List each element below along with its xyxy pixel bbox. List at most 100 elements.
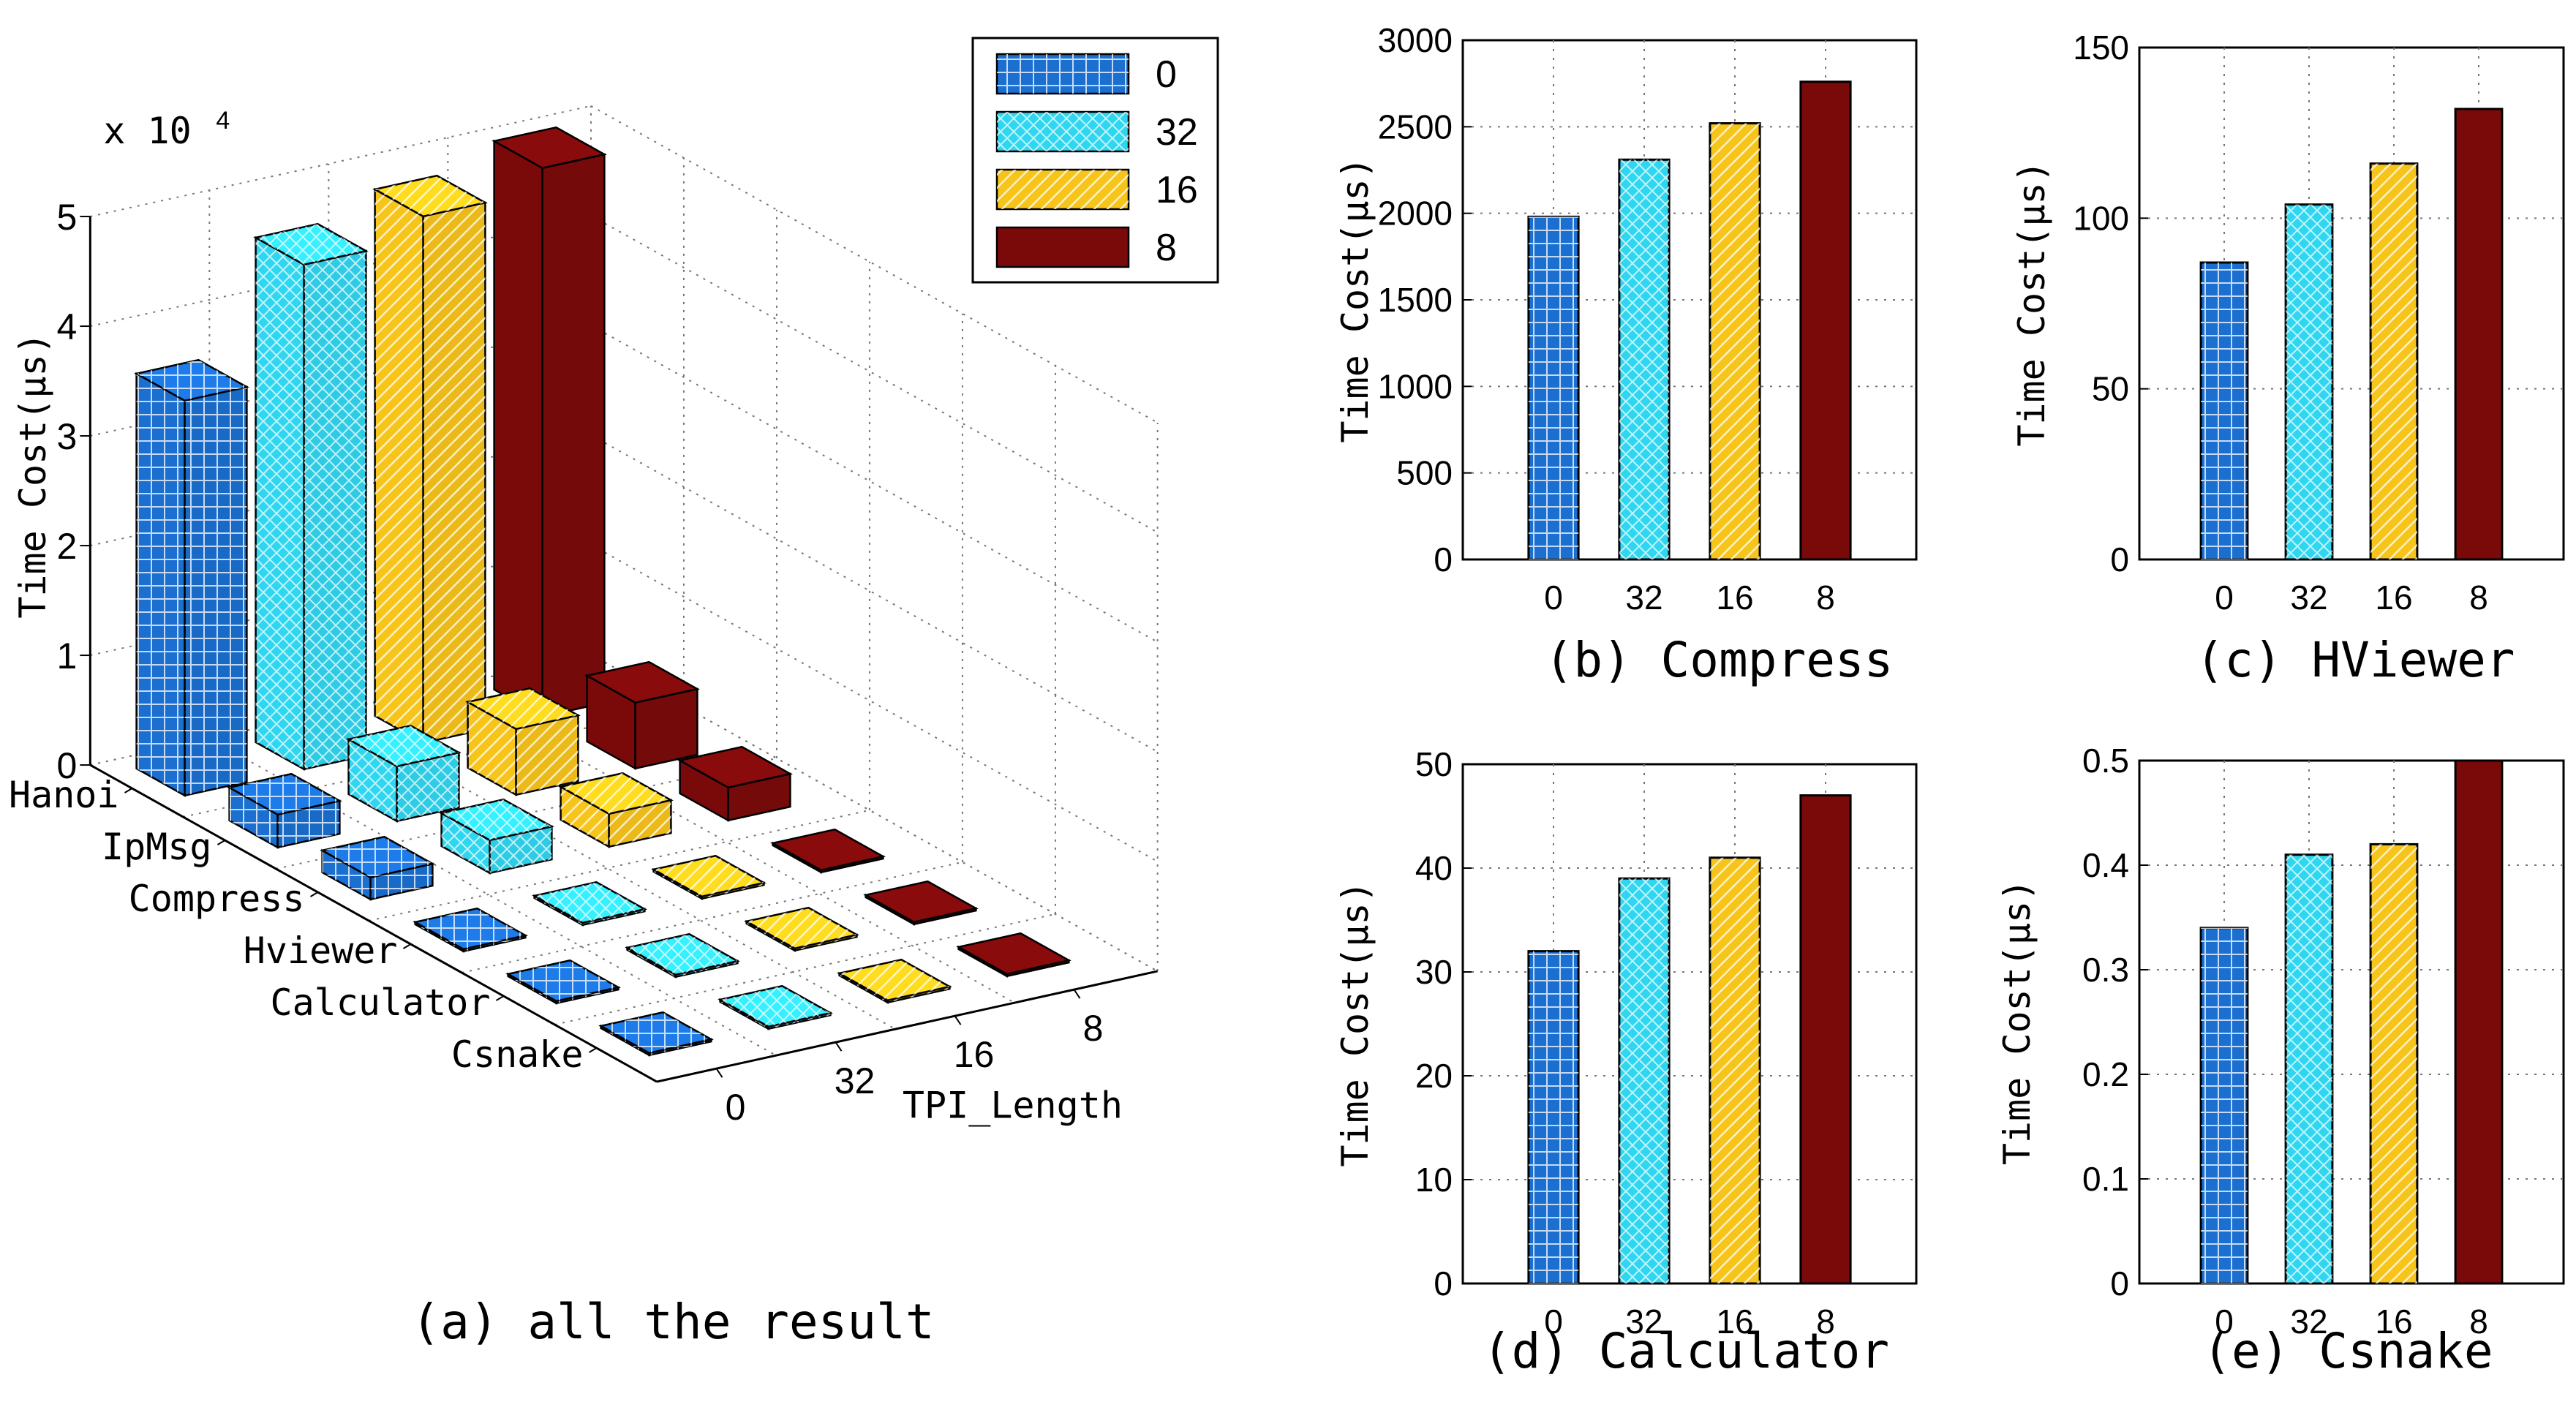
bar-pattern-16 — [1709, 123, 1760, 560]
bar3d-calculator-32 — [625, 932, 740, 979]
app-tick-label: Compress — [129, 878, 305, 920]
z-axis-label: Time Cost(μs) — [12, 332, 54, 618]
bar-pattern-32 — [2286, 854, 2332, 1283]
bar3d-hanoi-32 — [253, 222, 369, 771]
bar-pattern-0 — [2201, 927, 2248, 1283]
bar3d-front-pattern — [609, 800, 671, 847]
legend-swatch-pattern — [997, 170, 1129, 209]
bar-pattern-16 — [1709, 857, 1760, 1283]
side-wall-gridline — [590, 324, 1159, 643]
bar3d-top-pattern — [136, 360, 247, 401]
panel-caption: (e) Csnake — [2202, 1323, 2493, 1379]
bar3d-top-face — [677, 745, 793, 789]
x-tick-label: 32 — [1625, 1302, 1662, 1341]
bar3d-csnake-32 — [718, 984, 833, 1030]
bar3d-csnake-16 — [837, 958, 952, 1004]
bar-pattern-0 — [1528, 951, 1579, 1283]
tpi-tick-label: 32 — [835, 1060, 875, 1101]
app-tick — [588, 1047, 598, 1053]
bar-pattern-32 — [2286, 204, 2332, 559]
tpi-tick — [835, 1041, 843, 1052]
bar3d-left-pattern — [560, 786, 609, 847]
legend-entry-0: 0 — [995, 53, 1177, 96]
bar3d-ipmsg-8 — [584, 660, 700, 770]
bar3d-top-pattern — [374, 176, 486, 216]
y-tick-label: 100 — [2073, 199, 2129, 237]
side-wall-gridline — [590, 434, 1159, 753]
panel-a-bars — [134, 126, 1072, 1057]
bar-pattern-32 — [1619, 878, 1670, 1283]
app-axis-line — [89, 764, 658, 1083]
bar3d-left-pattern — [136, 373, 185, 796]
bar3d-top-face — [956, 932, 1072, 976]
x-tick-label: 0 — [1544, 578, 1563, 617]
x-tick-label: 8 — [2469, 578, 2488, 617]
panel-caption: (a) all the result — [411, 1294, 934, 1350]
bar3d-top-pattern — [441, 799, 552, 840]
y-tick-label: 0.2 — [2082, 1055, 2129, 1093]
bar3d-calculator-0 — [505, 959, 621, 1005]
bar3d-compress-32 — [439, 798, 554, 875]
app-tick — [402, 943, 412, 949]
bar3d-top-pattern — [560, 773, 671, 814]
panel-caption: (c) HViewer — [2195, 632, 2515, 688]
bar3d-front-pattern — [277, 801, 340, 848]
legend-label: 16 — [1156, 169, 1198, 211]
bar3d-calculator-8 — [863, 880, 979, 926]
legend-entry-32: 32 — [995, 110, 1198, 154]
x-tick-label: 32 — [1625, 578, 1662, 617]
y-tick-label: 0.3 — [2082, 951, 2129, 989]
bar3d-front-pattern — [304, 251, 366, 769]
back-wall-gridline — [90, 105, 592, 218]
y-tick-label: 0 — [1434, 540, 1453, 578]
side-wall-gridline — [590, 105, 1159, 423]
bar3d-front-pattern — [370, 864, 433, 900]
panel-b-compress-chart: 0 500 1000 1500 2000 2500 3000 0 32 16 8 Time Cost(… — [1334, 21, 1918, 688]
z-tick-label: 0 — [57, 745, 78, 786]
y-tick-label: 1000 — [1378, 367, 1453, 405]
x-tick-label: 16 — [1716, 578, 1753, 617]
y-tick-label: 40 — [1415, 849, 1453, 887]
x-tick-label: 8 — [2469, 1302, 2488, 1341]
y-tick-label: 2500 — [1378, 108, 1453, 146]
z-tick-label: 2 — [57, 526, 78, 567]
y-axis-label: Time Cost(μs) — [1334, 881, 1376, 1166]
bar3d-hviewer-8 — [770, 828, 886, 874]
floor-gridline — [462, 861, 963, 974]
floor-gridline — [328, 712, 896, 1030]
side-wall-gridline — [590, 214, 1159, 533]
bar3d-hanoi-0 — [134, 358, 249, 797]
y-axis-label: Time Cost(μs) — [1996, 879, 2038, 1165]
bar3d-top-pattern — [600, 1012, 712, 1053]
bar3d-top-pattern — [255, 224, 366, 265]
bar3d-top-face — [770, 828, 886, 872]
z-exponent-label: x 10 — [103, 110, 191, 152]
tpi-axis-line — [656, 970, 1158, 1083]
app-tick — [309, 891, 319, 897]
y-tick-label: 150 — [2073, 29, 2129, 67]
tpi-tick-label: 16 — [954, 1034, 995, 1075]
plot-frame — [2138, 759, 2565, 1285]
y-tick-label: 500 — [1396, 454, 1453, 492]
bar3d-top-pattern — [467, 688, 579, 729]
bar-pattern-0 — [2201, 263, 2248, 559]
bar3d-hanoi-16 — [372, 174, 488, 744]
app-tick-label: Hviewer — [244, 930, 398, 972]
panel-e-csnake-chart: 0 0.1 0.2 0.3 0.4 0.5 0 32 16 8 Time Cost(μs) (e) C… — [1996, 742, 2565, 1379]
x-tick-label: 16 — [2375, 578, 2412, 617]
legend-swatch-pattern — [997, 112, 1129, 151]
bar3d-front-pattern — [423, 203, 486, 743]
x-tick-label: 0 — [2215, 1302, 2234, 1341]
panel-d-calculator-chart: 0 10 20 30 40 50 0 32 16 8 Time Cost(μs) (d) Calcul… — [1334, 745, 1918, 1379]
legend-swatch — [995, 226, 1130, 268]
tpi-tick — [954, 1015, 962, 1025]
bar3d-csnake-0 — [598, 1011, 714, 1057]
bar3d-left-pattern — [374, 189, 423, 743]
legend-label: 32 — [1156, 111, 1198, 154]
bar-pattern-16 — [2370, 163, 2417, 559]
x-tick-label: 8 — [1816, 578, 1835, 617]
z-tick-label: 4 — [57, 306, 78, 347]
app-tick-label: Calculator — [270, 981, 490, 1024]
bar3d-top-face — [863, 880, 979, 924]
